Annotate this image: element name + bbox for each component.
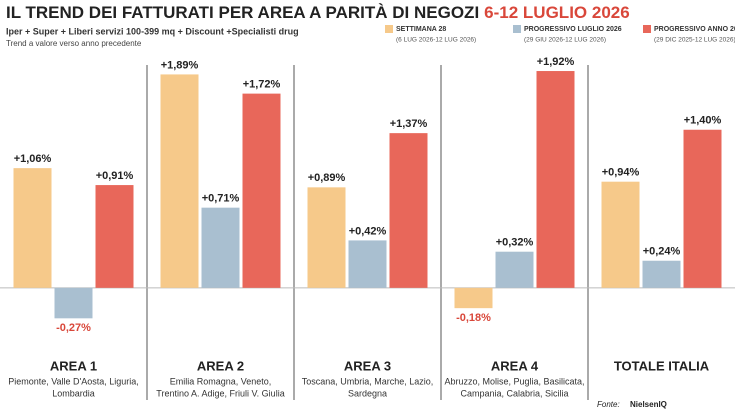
source: Fonte: xyxy=(597,400,620,409)
bar xyxy=(601,181,640,288)
legend-swatch xyxy=(513,25,521,33)
title-main: IL TREND DEI FATTURATI PER AREA A PARITÀ… xyxy=(6,3,479,22)
bar xyxy=(389,133,428,288)
value-label: +0,94% xyxy=(602,167,640,179)
legend-period: (29 DIC 2025-12 LUG 2026) xyxy=(654,37,735,44)
value-label: +1,89% xyxy=(161,59,199,71)
value-label: +1,72% xyxy=(243,79,281,91)
legend-label: PROGRESSIVO ANNO 2026 xyxy=(654,26,735,33)
bar xyxy=(683,129,722,288)
region-label: Toscana, Umbria, Marche, Lazio, xyxy=(302,376,434,386)
source-brand: NielsenIQ xyxy=(630,400,667,409)
bar xyxy=(536,71,575,288)
bar xyxy=(95,185,134,288)
legend-swatch xyxy=(385,25,393,33)
value-label: +1,40% xyxy=(684,115,722,127)
value-label: +0,71% xyxy=(202,193,240,205)
bar xyxy=(642,260,681,288)
value-label: +0,89% xyxy=(308,172,346,184)
bar xyxy=(307,187,346,288)
region-label: Lombardia xyxy=(52,388,95,398)
value-label: -0,27% xyxy=(56,322,91,334)
bar xyxy=(348,240,387,288)
value-label: -0,18% xyxy=(456,312,491,324)
title-highlight: 6-12 LUGLIO 2026 xyxy=(484,3,630,22)
legend-label: PROGRESSIVO LUGLIO 2026 xyxy=(524,26,622,33)
subtitle: Iper + Super + Liberi servizi 100-399 mq… xyxy=(6,26,299,36)
bar xyxy=(160,74,199,288)
category-label: AREA 3 xyxy=(344,358,391,373)
value-label: +1,37% xyxy=(390,118,428,130)
category-label: TOTALE ITALIA xyxy=(614,358,710,373)
legend-swatch xyxy=(643,25,651,33)
bar xyxy=(242,93,281,288)
region-label: Emilia Romagna, Veneto, xyxy=(170,376,272,386)
value-label: +0,24% xyxy=(643,246,681,258)
category-label: AREA 4 xyxy=(491,358,539,373)
region-label: Campania, Calabria, Sicilia xyxy=(460,388,568,398)
legend-period: (29 GIU 2026-12 LUG 2026) xyxy=(524,37,606,44)
category-label: AREA 2 xyxy=(197,358,244,373)
bar xyxy=(201,207,240,288)
bar xyxy=(454,287,493,309)
region-label: Trentino A. Adige, Friuli V. Giulia xyxy=(156,388,284,398)
bar xyxy=(495,251,534,288)
legend-period: (6 LUG 2026-12 LUG 2026) xyxy=(396,37,476,44)
bar xyxy=(54,287,93,319)
region-label: Sardegna xyxy=(348,388,387,398)
category-label: AREA 1 xyxy=(50,358,97,373)
bar xyxy=(13,168,52,288)
value-label: +0,91% xyxy=(96,170,134,182)
region-label: Abruzzo, Molise, Puglia, Basilicata, xyxy=(444,376,584,386)
value-label: +1,92% xyxy=(537,56,575,68)
value-label: +0,42% xyxy=(349,225,387,237)
region-label: Piemonte, Valle D'Aosta, Liguria, xyxy=(8,376,139,386)
value-label: +1,06% xyxy=(14,153,52,165)
legend-label: SETTIMANA 28 xyxy=(396,26,446,33)
value-label: +0,32% xyxy=(496,237,534,249)
chart-title: IL TREND DEI FATTURATI PER AREA A PARITÀ… xyxy=(6,3,630,22)
note: Trend a valore verso anno precedente xyxy=(6,39,142,48)
